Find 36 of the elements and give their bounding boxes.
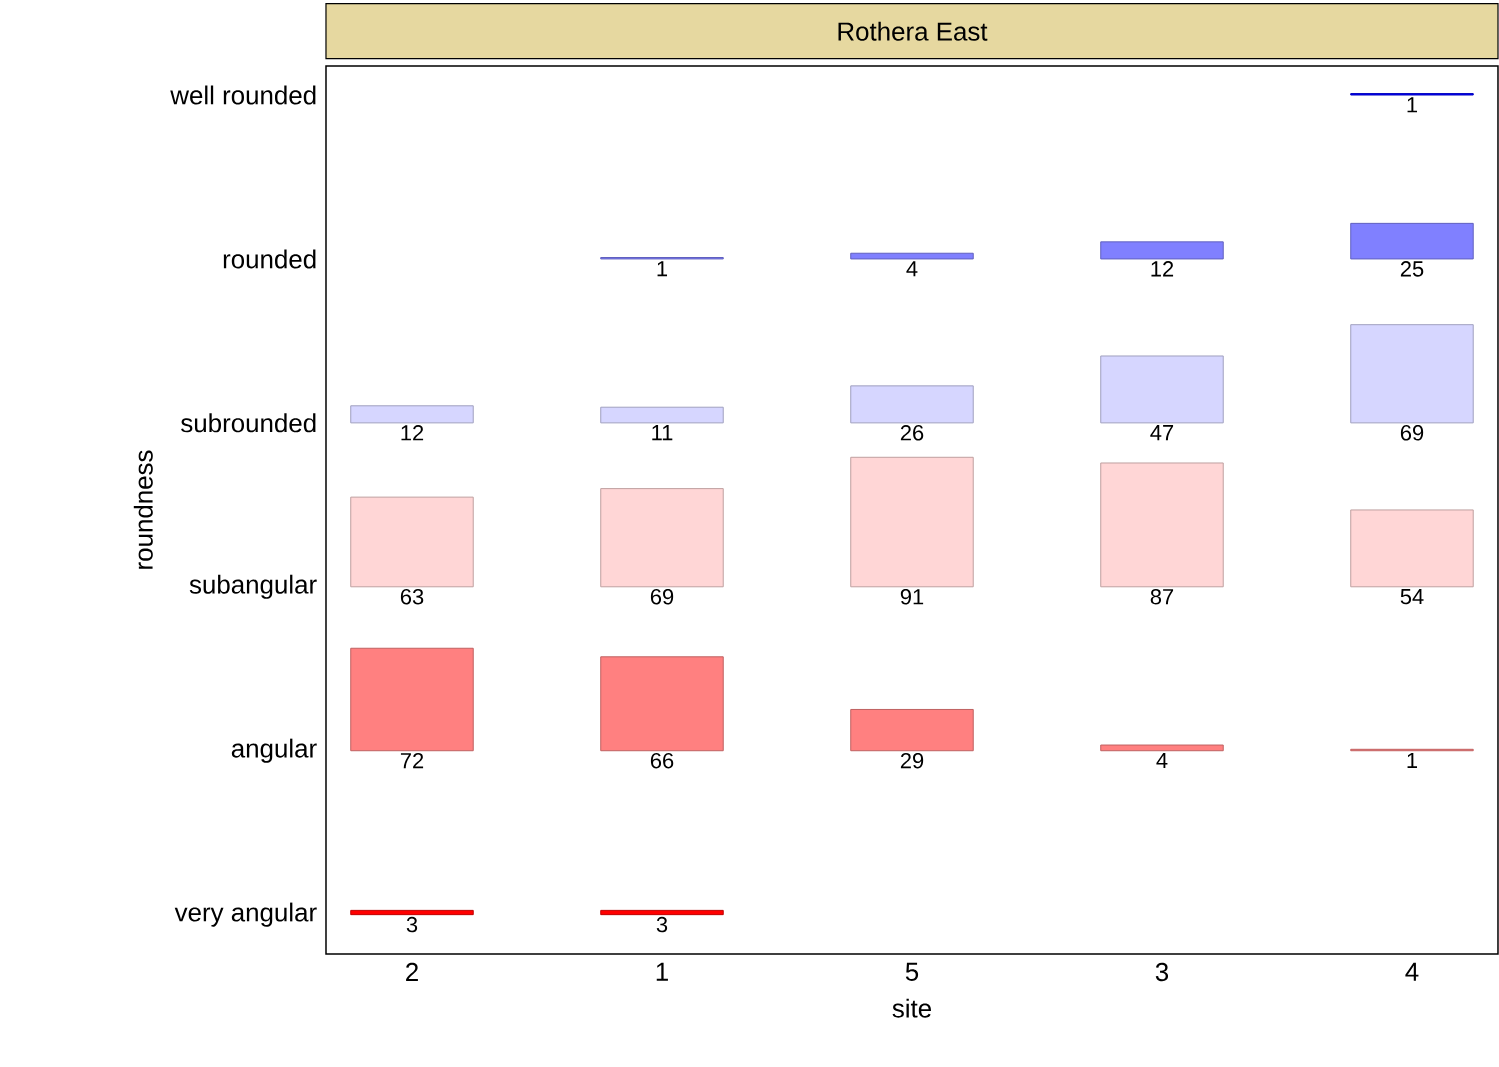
chart-title: Rothera East	[838, 21, 988, 41]
data-label: 26	[900, 425, 924, 441]
data-label: 11	[652, 425, 673, 441]
data-label: 4	[906, 261, 918, 277]
x-tick-label: 5	[905, 962, 919, 981]
data-label: 66	[650, 752, 674, 769]
data-label: 12	[1151, 261, 1174, 277]
y-axis-title: roundness	[133, 450, 153, 569]
x-tick-label: 3	[1155, 962, 1169, 982]
x-tick-label: 1	[656, 962, 668, 981]
data-label: 3	[656, 916, 668, 933]
data-label: 47	[1150, 425, 1174, 441]
data-label: 91	[900, 588, 924, 605]
data-label: 1	[1407, 752, 1418, 768]
x-tick-label: 4	[1405, 962, 1419, 981]
data-label: 63	[400, 588, 424, 605]
data-label: 25	[1400, 261, 1424, 277]
data-label: 3	[406, 916, 418, 933]
y-tick-label: very angular	[174, 902, 317, 927]
data-label: 87	[1150, 588, 1174, 605]
data-label: 29	[900, 752, 924, 769]
data-label: 69	[1400, 425, 1424, 441]
data-label: 54	[1400, 588, 1424, 605]
y-tick-label: subangular	[189, 574, 317, 599]
data-label: 72	[400, 752, 424, 769]
y-tick-label: angular	[231, 738, 317, 763]
data-label: 1	[657, 261, 668, 277]
data-label: 12	[401, 425, 424, 441]
data-label: 1	[1407, 97, 1418, 113]
data-label: 4	[1156, 752, 1168, 768]
y-tick-label: rounded	[223, 249, 316, 269]
y-tick-label: subrounded	[181, 413, 316, 433]
x-axis-title: site	[892, 998, 931, 1018]
x-tick-label: 2	[406, 962, 418, 981]
y-tick-label: well rounded	[170, 85, 316, 105]
data-label: 69	[650, 588, 674, 605]
